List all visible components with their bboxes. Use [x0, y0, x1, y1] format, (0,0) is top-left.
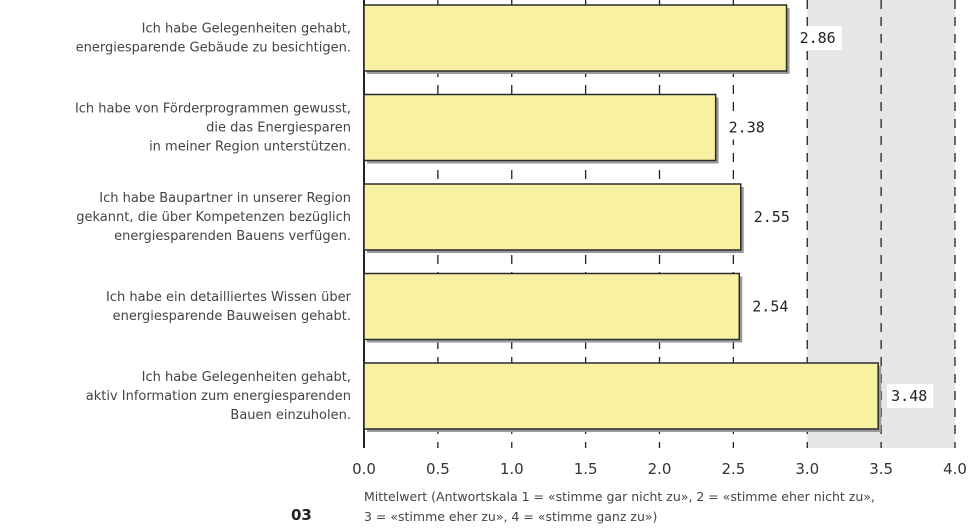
bar	[363, 272, 741, 341]
category-label: Ich habe Baupartner in unserer Region gek…	[76, 191, 351, 244]
bars	[363, 4, 882, 432]
category-labels: Ich habe Gelegenheiten gehabt, energiespa…	[75, 22, 352, 424]
bar	[363, 93, 717, 162]
x-tick-label: 2.5	[721, 460, 745, 478]
value-label-bg	[748, 294, 795, 319]
x-tick-label: 1.0	[500, 460, 524, 478]
bar	[363, 4, 788, 72]
x-tick-label: 3.0	[795, 460, 819, 478]
category-label: Ich habe von Förderprogrammen gewusst, di…	[75, 102, 351, 155]
x-tick-label: 3.5	[869, 460, 893, 478]
x-axis-label: Mittelwert (Antwortskala 1 = «stimme gar…	[364, 489, 875, 524]
x-tick-label: 2.0	[648, 460, 672, 478]
value-label: 2.86	[800, 29, 836, 47]
value-label-bg	[749, 205, 796, 229]
value-label: 3.48	[891, 387, 927, 405]
value-label-bg	[724, 115, 771, 140]
value-label-bg	[795, 26, 842, 50]
category-label: Ich habe ein detailliertes Wissen über en…	[106, 290, 352, 324]
x-tick-label: 0.0	[352, 460, 376, 478]
value-label: 2.55	[754, 208, 790, 226]
bar	[363, 362, 879, 430]
x-tick-labels: 0.0 0.5 1.0 1.5 2.0 2.5 3.0 3.5 4.0	[352, 460, 967, 478]
x-tick-label: 1.5	[574, 460, 598, 478]
value-labels: 2.86 2.38 2.55 2.54 3.48	[724, 26, 934, 408]
value-label-bg	[887, 384, 934, 408]
bar	[363, 183, 742, 251]
figure-number: 03	[291, 506, 312, 524]
category-label: Ich habe Gelegenheiten gehabt, aktiv Info…	[86, 370, 351, 423]
x-axis-title: Mittelwert (Antwortskala 1 = «stimme gar…	[364, 489, 875, 524]
x-tick-label: 0.5	[426, 460, 450, 478]
category-label: Ich habe Gelegenheiten gehabt, energiespa…	[76, 22, 351, 56]
value-label: 2.38	[729, 119, 765, 137]
x-tick-label: 4.0	[943, 460, 967, 478]
value-label: 2.54	[752, 298, 788, 316]
